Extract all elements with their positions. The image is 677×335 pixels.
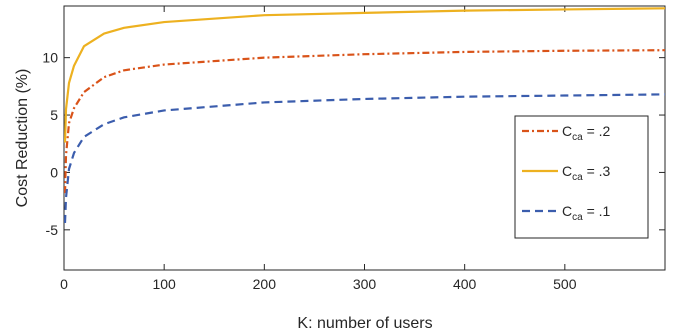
x-tick-label: 400 [453, 276, 477, 292]
x-tick-label: 200 [253, 276, 277, 292]
y-axis-label: Cost Reduction (%) [14, 69, 31, 208]
y-tick-label: -5 [46, 222, 59, 238]
x-tick-label: 0 [60, 276, 68, 292]
x-axis-label: K: number of users [297, 315, 432, 332]
y-tick-label: 10 [42, 50, 58, 66]
series-line-2 [64, 7, 665, 143]
y-tick-label: 0 [50, 164, 58, 180]
series-line-3 [64, 93, 665, 223]
legend-label-3: Cca = .1 [562, 203, 611, 223]
y-tick-label: 5 [50, 107, 58, 123]
x-tick-label: 500 [553, 276, 577, 292]
x-tick-label: 300 [353, 276, 377, 292]
x-tick-label: 100 [152, 276, 176, 292]
series-line-1 [64, 49, 665, 194]
legend-label-1: Cca = .2 [562, 123, 611, 143]
legend-label-2: Cca = .3 [562, 163, 611, 183]
legend-box [514, 115, 649, 239]
